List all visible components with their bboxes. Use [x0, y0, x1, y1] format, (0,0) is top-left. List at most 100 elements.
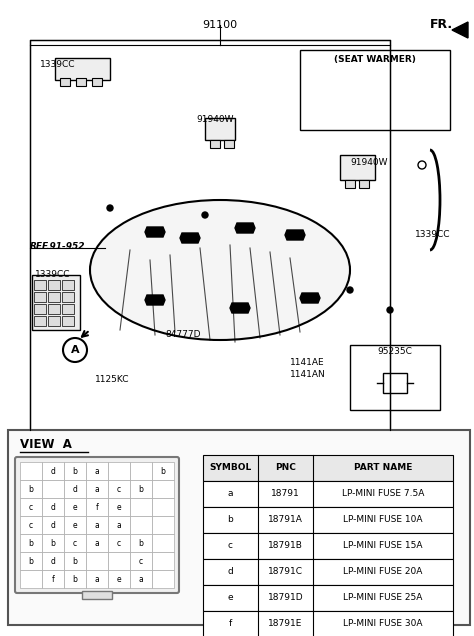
Bar: [108, 570, 130, 588]
Bar: [152, 534, 174, 552]
Text: 1339CC: 1339CC: [415, 230, 450, 239]
Text: 18791D: 18791D: [268, 593, 303, 602]
Polygon shape: [145, 227, 165, 237]
Text: f: f: [52, 574, 55, 583]
Bar: [42, 498, 64, 516]
Text: e: e: [117, 574, 121, 583]
Text: e: e: [228, 593, 233, 602]
Bar: [62, 292, 74, 302]
Text: a: a: [95, 485, 100, 494]
Text: c: c: [228, 541, 233, 551]
Bar: [300, 50, 450, 130]
Bar: [76, 78, 86, 86]
Text: e: e: [73, 502, 77, 511]
Bar: [42, 480, 64, 498]
Bar: [20, 480, 42, 498]
Bar: [64, 570, 86, 588]
Text: f: f: [229, 619, 232, 628]
Bar: [86, 498, 108, 516]
Text: 91100: 91100: [202, 20, 237, 30]
Bar: [152, 570, 174, 588]
Text: d: d: [51, 466, 55, 476]
Text: b: b: [28, 485, 34, 494]
Polygon shape: [300, 293, 320, 303]
Bar: [48, 316, 60, 326]
Bar: [20, 516, 42, 534]
Text: b: b: [161, 466, 165, 476]
Text: b: b: [73, 466, 77, 476]
Bar: [42, 570, 64, 588]
Bar: [340, 155, 375, 180]
Bar: [34, 316, 46, 326]
Bar: [64, 480, 86, 498]
Text: c: c: [29, 520, 33, 530]
Bar: [86, 462, 108, 480]
Text: (SEAT WARMER): (SEAT WARMER): [334, 55, 416, 64]
Bar: [86, 534, 108, 552]
Text: e: e: [117, 502, 121, 511]
Text: LP-MINI FUSE 20A: LP-MINI FUSE 20A: [343, 567, 423, 576]
Bar: [55, 58, 110, 80]
Text: d: d: [51, 520, 55, 530]
Bar: [86, 570, 108, 588]
Bar: [62, 316, 74, 326]
Bar: [108, 552, 130, 570]
Bar: [152, 498, 174, 516]
Text: d: d: [51, 556, 55, 565]
Bar: [108, 480, 130, 498]
Bar: [203, 481, 453, 507]
Text: 1339CC: 1339CC: [40, 60, 75, 69]
Text: A: A: [71, 345, 79, 355]
Bar: [383, 373, 407, 392]
Bar: [64, 534, 86, 552]
Text: c: c: [139, 556, 143, 565]
Bar: [62, 280, 74, 290]
Bar: [152, 516, 174, 534]
Bar: [42, 462, 64, 480]
Text: a: a: [95, 466, 100, 476]
Text: a: a: [95, 539, 100, 548]
Text: 18791: 18791: [271, 490, 300, 499]
Text: d: d: [73, 485, 77, 494]
Text: d: d: [228, 567, 233, 576]
Polygon shape: [452, 22, 468, 38]
Text: LP-MINI FUSE 10A: LP-MINI FUSE 10A: [343, 516, 423, 525]
Bar: [34, 292, 46, 302]
Text: LP-MINI FUSE 7.5A: LP-MINI FUSE 7.5A: [342, 490, 424, 499]
Text: VIEW  A: VIEW A: [20, 438, 72, 451]
Text: c: c: [73, 539, 77, 548]
Bar: [42, 516, 64, 534]
Text: 1141AN: 1141AN: [290, 370, 326, 379]
Text: 18791A: 18791A: [268, 516, 303, 525]
Text: 1339CC: 1339CC: [35, 270, 71, 279]
Text: 1141AE: 1141AE: [290, 358, 325, 367]
Text: PNC: PNC: [275, 464, 296, 473]
Bar: [224, 140, 234, 148]
Text: 95235C: 95235C: [378, 347, 412, 356]
Text: b: b: [73, 556, 77, 565]
Text: a: a: [228, 490, 233, 499]
Circle shape: [387, 307, 393, 313]
Bar: [42, 534, 64, 552]
Bar: [42, 552, 64, 570]
Bar: [203, 533, 453, 559]
Text: e: e: [73, 520, 77, 530]
Polygon shape: [285, 230, 305, 240]
Text: a: a: [95, 520, 100, 530]
Bar: [108, 534, 130, 552]
Text: LP-MINI FUSE 25A: LP-MINI FUSE 25A: [343, 593, 423, 602]
Bar: [48, 280, 60, 290]
Bar: [20, 498, 42, 516]
Bar: [203, 585, 453, 611]
Bar: [130, 480, 152, 498]
Text: 18791C: 18791C: [268, 567, 303, 576]
Bar: [130, 534, 152, 552]
Bar: [210, 140, 220, 148]
Bar: [32, 275, 80, 330]
Text: b: b: [138, 539, 144, 548]
Bar: [20, 570, 42, 588]
Bar: [130, 462, 152, 480]
Bar: [130, 516, 152, 534]
Polygon shape: [180, 233, 200, 243]
Bar: [350, 345, 440, 410]
